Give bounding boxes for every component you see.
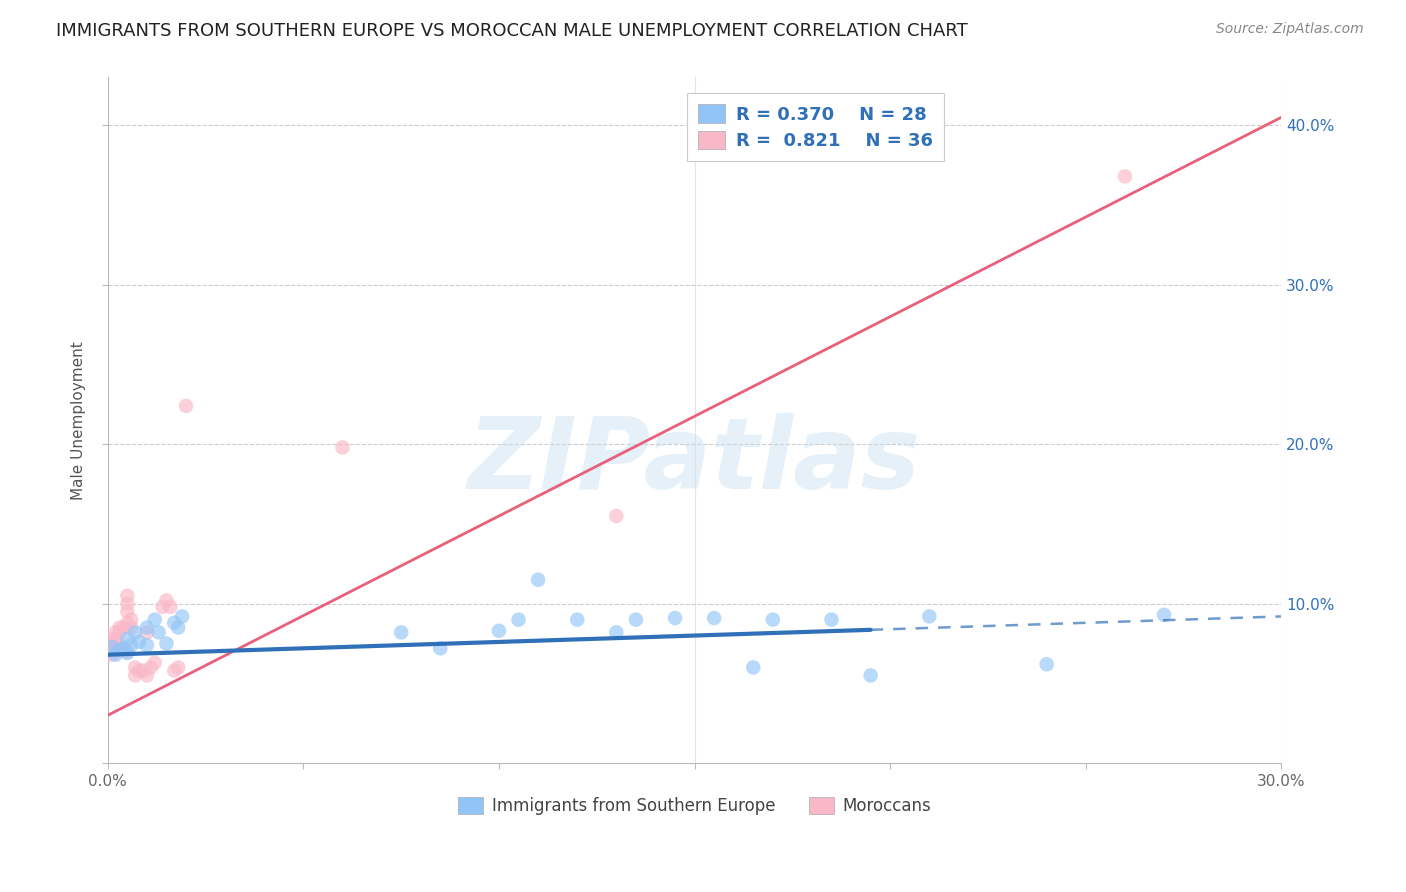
Point	[1035, 657, 1057, 672]
Point	[128, 635, 150, 649]
Point	[104, 625, 127, 640]
Point	[117, 615, 139, 630]
Point	[135, 638, 157, 652]
Point	[100, 632, 122, 646]
Point	[139, 660, 162, 674]
Point	[117, 646, 139, 660]
Point	[143, 613, 166, 627]
Point	[918, 609, 941, 624]
Text: IMMIGRANTS FROM SOUTHERN EUROPE VS MOROCCAN MALE UNEMPLOYMENT CORRELATION CHART: IMMIGRANTS FROM SOUTHERN EUROPE VS MOROC…	[56, 22, 967, 40]
Point	[124, 625, 146, 640]
Point	[117, 605, 139, 619]
Point	[117, 589, 139, 603]
Point	[167, 660, 190, 674]
Point	[389, 625, 412, 640]
Point	[174, 399, 197, 413]
Point	[332, 441, 354, 455]
Point	[117, 644, 139, 658]
Point	[128, 664, 150, 678]
Point	[163, 664, 186, 678]
Y-axis label: Male Unemployment: Male Unemployment	[72, 341, 86, 500]
Point	[488, 624, 510, 638]
Point	[112, 621, 135, 635]
Point	[132, 664, 155, 678]
Point	[1114, 169, 1136, 184]
Point	[859, 668, 882, 682]
Point	[108, 625, 131, 640]
Point	[508, 613, 530, 627]
Point	[124, 668, 146, 682]
Point	[104, 633, 127, 648]
Point	[108, 638, 131, 652]
Point	[120, 638, 142, 652]
Point	[703, 611, 725, 625]
Point	[108, 643, 131, 657]
Point	[429, 641, 451, 656]
Point	[148, 625, 170, 640]
Point	[167, 621, 190, 635]
Point	[742, 660, 765, 674]
Point	[104, 648, 127, 662]
Point	[605, 508, 627, 523]
Point	[172, 609, 194, 624]
Point	[100, 640, 122, 654]
Point	[152, 599, 174, 614]
Point	[120, 613, 142, 627]
Point	[820, 613, 842, 627]
Point	[135, 625, 157, 640]
Point	[605, 625, 627, 640]
Point	[1153, 607, 1175, 622]
Point	[527, 573, 550, 587]
Point	[112, 641, 135, 656]
Text: ZIPatlas: ZIPatlas	[468, 413, 921, 510]
Point	[155, 593, 177, 607]
Point	[664, 611, 686, 625]
Text: Source: ZipAtlas.com: Source: ZipAtlas.com	[1216, 22, 1364, 37]
Point	[104, 641, 127, 656]
Point	[567, 613, 589, 627]
Point	[100, 640, 122, 654]
Point	[135, 621, 157, 635]
Point	[108, 621, 131, 635]
Point	[117, 597, 139, 611]
Point	[624, 613, 647, 627]
Point	[135, 668, 157, 682]
Point	[100, 648, 122, 662]
Point	[117, 632, 139, 646]
Legend: Immigrants from Southern Europe, Moroccans: Immigrants from Southern Europe, Morocca…	[450, 789, 939, 823]
Point	[762, 613, 785, 627]
Point	[120, 621, 142, 635]
Point	[124, 660, 146, 674]
Point	[143, 656, 166, 670]
Point	[159, 599, 181, 614]
Point	[163, 615, 186, 630]
Point	[155, 636, 177, 650]
Point	[112, 641, 135, 656]
